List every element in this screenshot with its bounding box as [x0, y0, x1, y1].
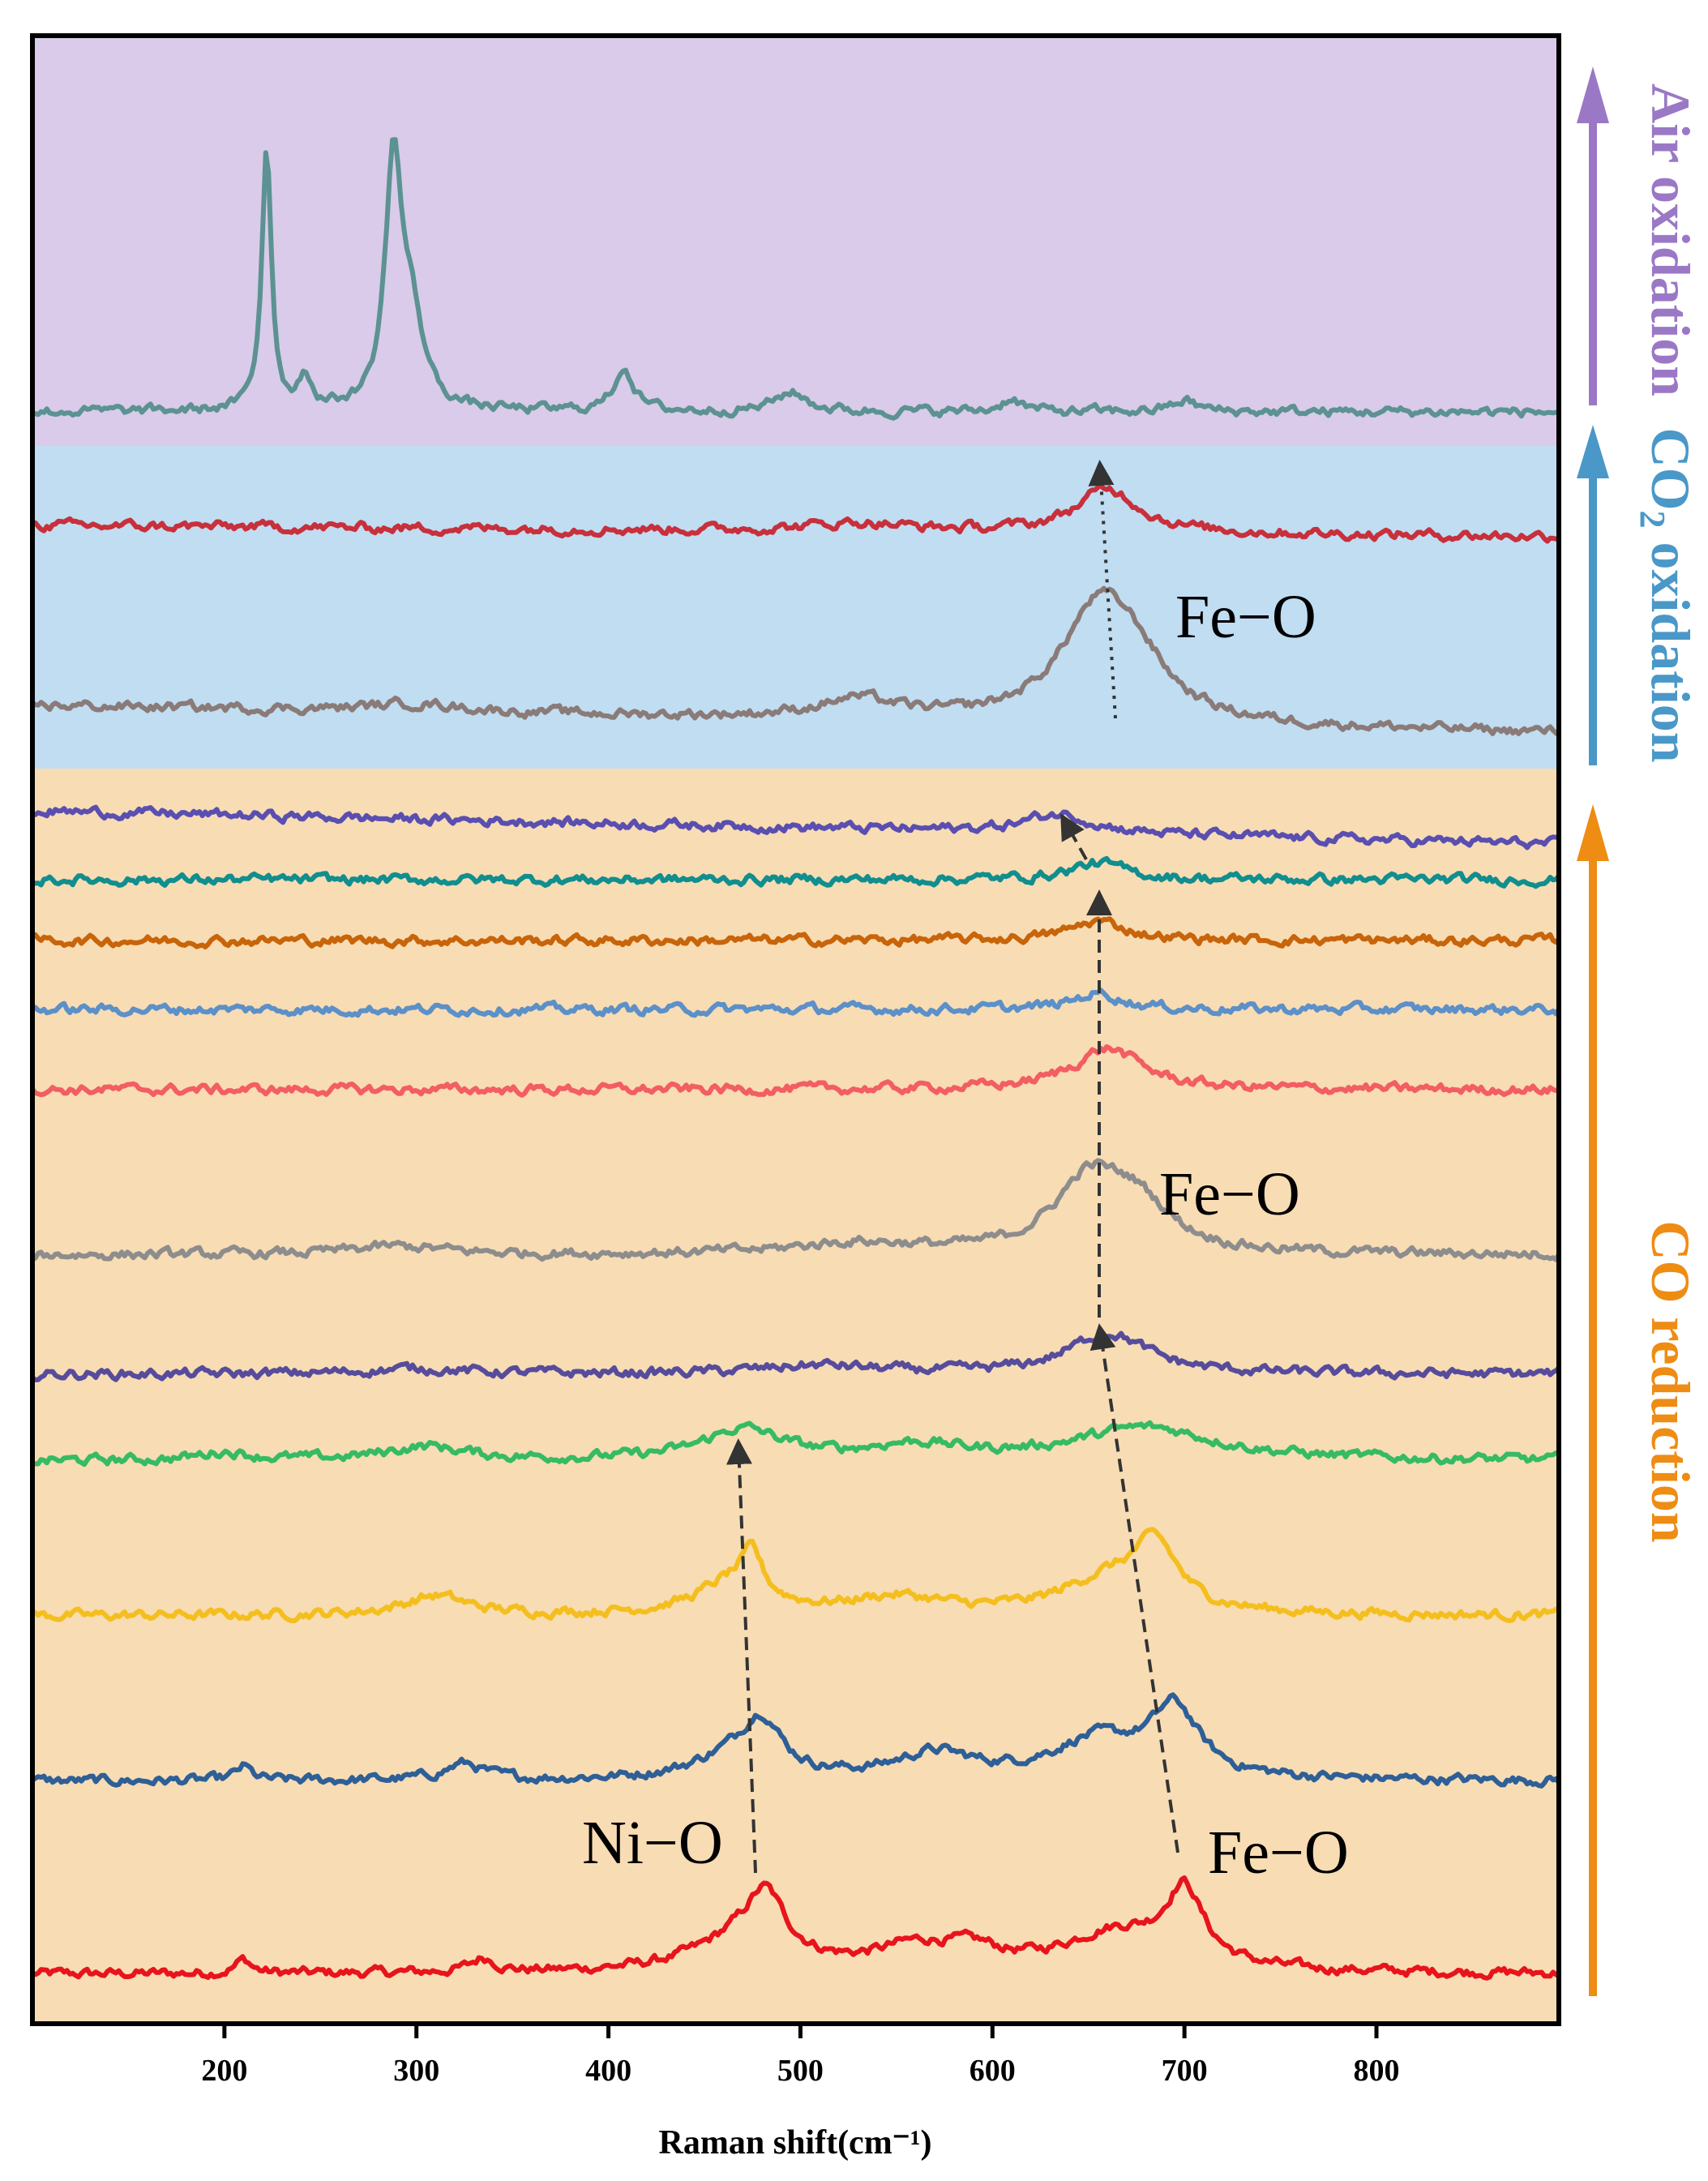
ni-o-shift-arrow	[726, 1438, 757, 1874]
process-arrows	[1577, 66, 1609, 1996]
x-tick-label: 800	[1353, 2054, 1399, 2088]
co2-oxidation-label: CO2 oxidation	[1633, 427, 1702, 762]
co-reduction-arrowhead	[1577, 804, 1609, 861]
ni-o-label: Ni−O	[582, 1809, 723, 1877]
x-tick-label: 400	[585, 2054, 631, 2088]
series-line-14	[31, 137, 1560, 421]
series-line-4	[32, 1420, 1560, 1468]
air-oxidation-label: Air oxidation	[1640, 84, 1702, 396]
co2-oxidation-arrowhead	[1577, 425, 1609, 478]
series-line-11	[32, 804, 1560, 851]
fe-o-shift-arrow-lower	[1089, 1323, 1179, 1853]
fe-o-shift-arrow-upper	[1060, 813, 1088, 860]
x-tick-label: 200	[201, 2054, 247, 2088]
series-line-3	[30, 1527, 1560, 1624]
series-line-2	[31, 1692, 1561, 1789]
fe-o-shift-arrow-co2	[1088, 460, 1117, 719]
x-axis-title: Raman shift(cm⁻¹)	[659, 2124, 932, 2162]
series-line-5	[31, 1330, 1560, 1382]
plot-frame	[30, 33, 1561, 2026]
series-line-7	[30, 1043, 1560, 1098]
x-tick-label: 500	[777, 2054, 824, 2088]
series-line-9	[31, 916, 1561, 949]
co-reduction-region	[32, 769, 1559, 2024]
x-tick-label: 600	[970, 2054, 1016, 2088]
x-axis-ticks: 200 300 400 500 600 700 800	[201, 2024, 1399, 2088]
fe-o-label-bottom: Fe−O	[1208, 1819, 1349, 1887]
co-reduction-label: CO reduction	[1640, 1220, 1702, 1542]
series-line-10	[31, 855, 1561, 889]
co2-oxidation-region	[32, 446, 1559, 769]
fe-o-label-co2: Fe−O	[1175, 583, 1316, 651]
co2-subscript: 2	[1633, 510, 1672, 528]
series-line-6	[32, 1158, 1561, 1262]
air-oxidation-region	[32, 36, 1559, 446]
fe-o-label-middle: Fe−O	[1159, 1160, 1300, 1228]
x-tick-label: 300	[393, 2054, 439, 2088]
series-line-8	[31, 988, 1561, 1018]
x-tick-label: 700	[1162, 2054, 1208, 2088]
series-line-1	[31, 1875, 1560, 1981]
series-line-13	[31, 483, 1560, 544]
air-oxidation-arrowhead	[1577, 66, 1609, 123]
peak-guide-arrows	[726, 460, 1179, 1874]
series-group	[30, 137, 1561, 1981]
series-line-12	[31, 585, 1560, 738]
